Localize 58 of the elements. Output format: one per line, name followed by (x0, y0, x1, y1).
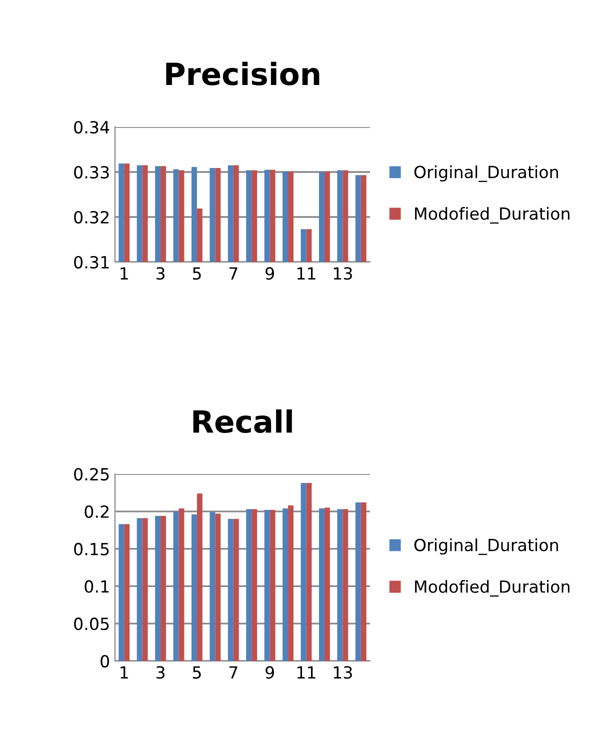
bar (196, 493, 202, 661)
x-tick-label: 11 (297, 267, 316, 280)
bar (210, 512, 216, 661)
x-tick-label: 3 (156, 666, 164, 679)
bar (282, 508, 288, 661)
legend-label: Original_Duration (414, 538, 558, 555)
legend-label: Modofied_Duration (415, 207, 570, 224)
x-tick-label: 13 (334, 666, 352, 679)
bar (288, 505, 294, 661)
bar (136, 518, 142, 661)
y-tick-label: 0.25 (74, 468, 109, 481)
x-tick-label: 7 (229, 666, 238, 679)
chart-title: Recall (193, 409, 292, 434)
bar (178, 508, 184, 661)
y-tick-label: 0.33 (74, 166, 109, 179)
x-tick-label: 9 (266, 666, 274, 679)
y-tick-label: 0 (100, 654, 110, 668)
bar (264, 510, 270, 661)
legend-label: Original_Duration (414, 165, 558, 182)
bar (246, 509, 252, 661)
y-tick-label: 0.2 (84, 505, 108, 518)
x-tick-label: 3 (156, 267, 164, 280)
bar (270, 510, 276, 661)
bar (142, 518, 148, 661)
bar (319, 508, 324, 661)
bar (233, 518, 239, 661)
y-tick-label: 0.32 (74, 210, 108, 224)
bar (300, 482, 306, 661)
bar (192, 514, 197, 661)
bar (324, 508, 330, 661)
y-tick-label: 0.1 (84, 580, 109, 593)
x-tick-label: 11 (297, 666, 316, 679)
bar (252, 509, 258, 661)
bar (342, 509, 348, 661)
y-tick-label: 0.31 (74, 256, 109, 269)
y-tick-label: 0.05 (74, 618, 109, 630)
bar (173, 511, 179, 661)
x-tick-label: 13 (334, 267, 352, 280)
x-tick-label: 5 (192, 666, 201, 679)
bar (124, 524, 130, 661)
bar (118, 524, 124, 661)
bar (306, 482, 312, 661)
legend-label: Modofied_Duration (415, 580, 570, 597)
x-tick-label: 1 (120, 666, 128, 679)
x-tick-label: 1 (120, 267, 128, 280)
bar (355, 502, 361, 661)
bar (228, 518, 234, 661)
bar (160, 516, 166, 661)
bar (360, 502, 366, 661)
x-tick-label: 7 (229, 267, 238, 280)
bar (215, 514, 221, 661)
x-tick-label: 5 (192, 267, 201, 280)
y-tick-label: 0.34 (74, 120, 110, 134)
chart-title: Precision (166, 62, 320, 86)
y-tick-label: 0.15 (74, 542, 109, 556)
bar (337, 509, 343, 661)
x-tick-label: 9 (266, 267, 274, 280)
bar (155, 516, 161, 661)
